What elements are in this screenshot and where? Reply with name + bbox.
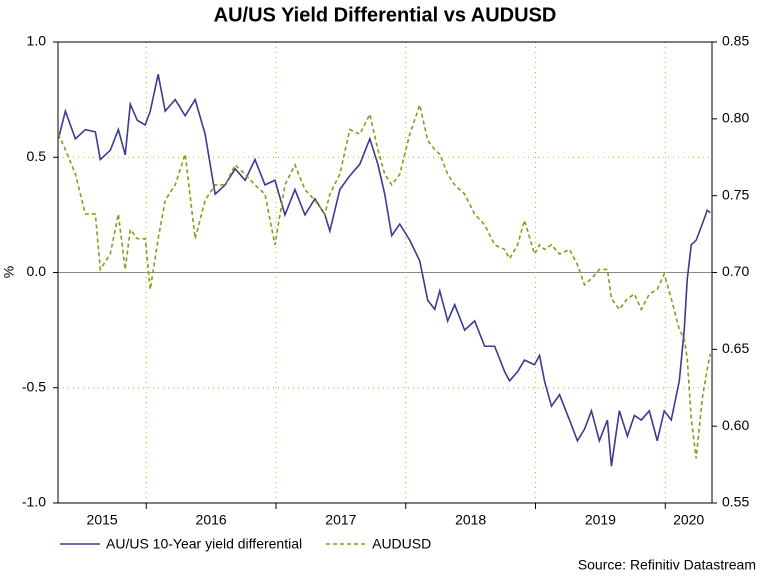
legend-label: AU/US 10-Year yield differential [106, 536, 302, 552]
y2-tick-label: 0.85 [722, 33, 749, 49]
y2-tick-label: 0.75 [722, 186, 749, 202]
plot-frame [57, 41, 713, 504]
y-tick-label: -1.0 [22, 494, 46, 510]
chart-title: AU/US Yield Differential vs AUDUSD [214, 4, 557, 26]
series-line [57, 74, 711, 467]
y-tick-label: 0.5 [27, 148, 47, 164]
series-line [57, 102, 711, 459]
y-tick-label: 0.0 [27, 263, 47, 279]
y-tick-label: -0.5 [22, 378, 46, 394]
x-tick-label: 2016 [196, 512, 227, 528]
y2-tick-label: 0.65 [722, 340, 749, 356]
x-tick-label: 2018 [455, 512, 486, 528]
y2-tick-label: 0.70 [722, 263, 749, 279]
legend-label: AUDUSD [372, 536, 431, 552]
x-tick-label: 2015 [87, 512, 118, 528]
y-tick-label: 1.0 [27, 33, 47, 49]
x-tick-label: 2019 [585, 512, 616, 528]
y2-tick-label: 0.60 [722, 417, 749, 433]
y-axis-label: % [1, 266, 17, 278]
y2-tick-label: 0.80 [722, 110, 749, 126]
y2-tick-label: 0.55 [722, 494, 749, 510]
x-tick-label: 2020 [673, 512, 704, 528]
x-tick-label: 2017 [325, 512, 356, 528]
source-note: Source: Refinitiv Datastream [578, 557, 756, 573]
